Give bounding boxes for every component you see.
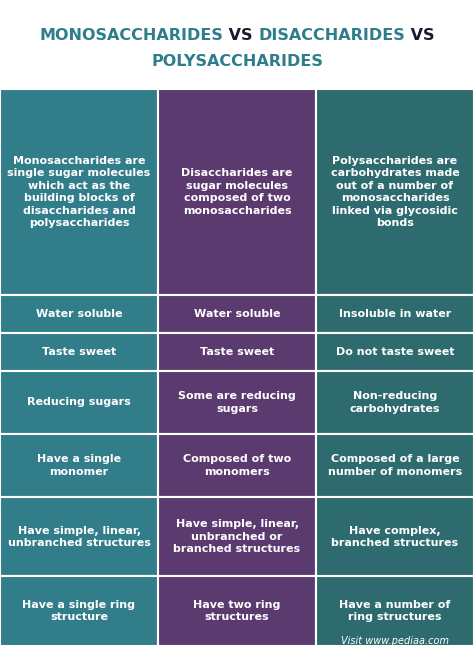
Bar — [316, 371, 474, 434]
Text: Do not taste sweet: Do not taste sweet — [336, 347, 454, 357]
Text: POLYSACCHARIDES: POLYSACCHARIDES — [151, 54, 323, 69]
Text: Reducing sugars: Reducing sugars — [27, 397, 131, 408]
Text: Water soluble: Water soluble — [36, 309, 122, 318]
Text: Composed of a large
number of monomers: Composed of a large number of monomers — [328, 454, 462, 477]
Bar — [316, 89, 474, 295]
Bar — [158, 371, 316, 434]
Bar — [0, 371, 158, 434]
Text: Have complex,
branched structures: Have complex, branched structures — [331, 526, 458, 548]
Text: Disaccharides are
sugar molecules
composed of two
monosaccharides: Disaccharides are sugar molecules compos… — [182, 169, 292, 216]
Bar — [316, 576, 474, 646]
Text: VS: VS — [223, 28, 258, 43]
Bar — [0, 89, 158, 295]
Text: DISACCHARIDES: DISACCHARIDES — [258, 28, 405, 43]
Text: VS: VS — [405, 28, 435, 43]
Text: Composed of two
monomers: Composed of two monomers — [183, 454, 291, 477]
Text: Insoluble in water: Insoluble in water — [339, 309, 451, 318]
Text: Monosaccharides are
single sugar molecules
which act as the
building blocks of
d: Monosaccharides are single sugar molecul… — [8, 156, 151, 228]
Text: MONOSACCHARIDES: MONOSACCHARIDES — [39, 28, 223, 43]
Bar — [316, 295, 474, 333]
Bar — [158, 89, 316, 295]
Text: Have a single ring
structure: Have a single ring structure — [22, 600, 136, 622]
Text: Some are reducing
sugars: Some are reducing sugars — [178, 391, 296, 413]
Text: Have simple, linear,
unbranched structures: Have simple, linear, unbranched structur… — [8, 526, 150, 548]
Text: Water soluble: Water soluble — [194, 309, 280, 318]
Bar — [0, 333, 158, 371]
Bar — [0, 434, 158, 497]
Text: Polysaccharides are
carbohydrates made
out of a number of
monosaccharides
linked: Polysaccharides are carbohydrates made o… — [331, 156, 459, 228]
Bar — [0, 497, 158, 576]
Text: Have a single
monomer: Have a single monomer — [37, 454, 121, 477]
Bar — [316, 333, 474, 371]
Bar — [158, 333, 316, 371]
Text: Non-reducing
carbohydrates: Non-reducing carbohydrates — [350, 391, 440, 413]
Text: Taste sweet: Taste sweet — [200, 347, 274, 357]
Bar — [158, 497, 316, 576]
Text: Have a number of
ring structures: Have a number of ring structures — [339, 600, 451, 622]
Bar — [316, 434, 474, 497]
Bar — [158, 295, 316, 333]
Text: Taste sweet: Taste sweet — [42, 347, 116, 357]
Bar — [0, 295, 158, 333]
Text: Visit www.pediaa.com: Visit www.pediaa.com — [341, 636, 449, 646]
Bar — [0, 576, 158, 646]
Bar — [316, 497, 474, 576]
Text: Have two ring
structures: Have two ring structures — [193, 600, 281, 622]
Bar — [158, 576, 316, 646]
Text: Have simple, linear,
unbranched or
branched structures: Have simple, linear, unbranched or branc… — [173, 519, 301, 554]
Bar — [158, 434, 316, 497]
